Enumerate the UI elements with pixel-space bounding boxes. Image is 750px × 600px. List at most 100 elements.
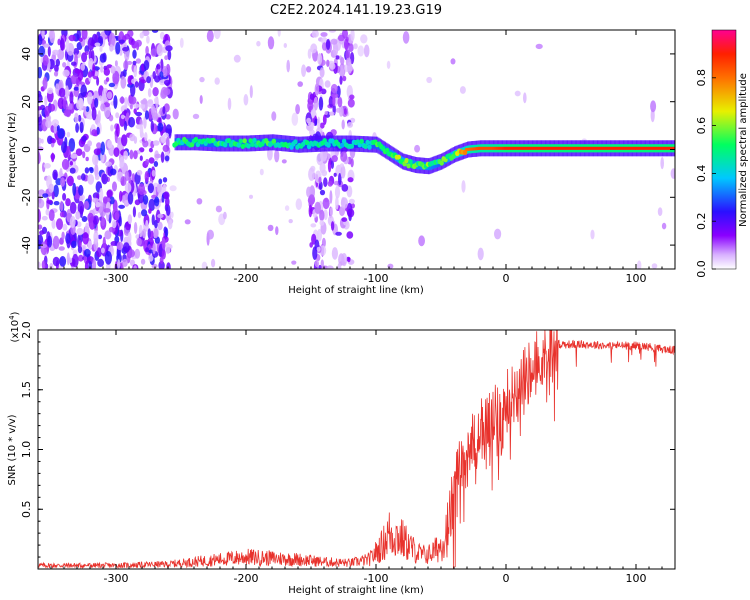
noise-blob [165, 242, 171, 255]
ridge-point [236, 142, 241, 148]
noise-blob [75, 148, 83, 156]
noise-blob [100, 141, 106, 156]
noise-blob [96, 76, 100, 86]
noise-blob [154, 97, 158, 104]
noise-blob [319, 67, 325, 78]
noise-blob [78, 254, 84, 262]
noise-blob [167, 49, 172, 61]
noise-blob [132, 206, 136, 218]
noise-blob [66, 252, 70, 266]
noise-blob [122, 242, 130, 253]
ridge-band [248, 139, 251, 148]
x-tick-label: 100 [626, 272, 647, 285]
noise-blob [349, 94, 355, 100]
noise-blob [179, 37, 184, 49]
noise-blob [330, 221, 335, 231]
snr-frame [37, 329, 676, 570]
noise-blob [135, 124, 143, 130]
noise-blob [535, 43, 543, 50]
noise-blob [40, 243, 47, 249]
noise-blob [249, 85, 253, 99]
noise-blob [41, 30, 45, 39]
noise-blob [342, 75, 347, 82]
noise-blob [153, 161, 159, 167]
noise-blob [41, 260, 46, 269]
noise-blob [87, 91, 93, 105]
snr-scale-label: (x104) [8, 311, 21, 342]
noise-blob [130, 96, 137, 105]
noise-blob [84, 45, 90, 54]
noise-blob [81, 30, 88, 40]
noise-blob [57, 38, 61, 46]
noise-blob [330, 83, 338, 94]
noise-blob [40, 241, 48, 256]
noise-blob [306, 117, 311, 124]
noise-blob [97, 234, 103, 240]
noise-blob [87, 174, 95, 185]
noise-blob [461, 180, 466, 193]
ridge-band [407, 158, 410, 167]
noise-blob [144, 132, 148, 142]
noise-blob [100, 65, 104, 73]
snr-xlabel: Height of straight line (km) [288, 585, 424, 596]
noise-blob [91, 106, 97, 121]
noise-blob [52, 169, 58, 181]
noise-blob [170, 211, 174, 218]
ridge-point [349, 143, 355, 149]
noise-blob [52, 235, 60, 250]
noise-blob [328, 30, 337, 33]
noise-blob [325, 39, 331, 50]
noise-blob [61, 231, 65, 240]
noise-blob [308, 194, 316, 205]
noise-blob [136, 237, 142, 247]
noise-blob [105, 77, 110, 82]
noise-blob [152, 140, 160, 146]
noise-blob [337, 97, 343, 108]
noise-blob [44, 95, 48, 107]
ridge-point [359, 138, 364, 144]
noise-blob [95, 201, 101, 208]
noise-blob [335, 196, 339, 210]
noise-blob [106, 64, 113, 69]
noise-blob [163, 191, 170, 200]
noise-blob [295, 198, 302, 210]
ridge-point [363, 143, 368, 149]
x-tick-label: -300 [104, 572, 129, 585]
noise-blob [267, 36, 275, 50]
x-tick-label: -300 [104, 272, 129, 285]
noise-blob [96, 247, 102, 258]
noise-blob [327, 159, 332, 173]
noise-blob [51, 152, 55, 163]
noise-blob [213, 30, 221, 40]
colorbar: 0.0 0.2 0.4 0.6 0.8 Normalized spectral ampl… [695, 29, 749, 278]
noise-blob [145, 158, 150, 166]
noise-blob [477, 247, 484, 261]
noise-blob [386, 60, 391, 69]
ridge-point [340, 142, 345, 148]
y-tick-label: 1.5 [20, 381, 33, 399]
noise-blob [341, 184, 349, 192]
noise-blob [158, 178, 163, 185]
noise-blob [60, 38, 65, 51]
noise-blob [69, 91, 74, 105]
noise-blob [199, 76, 205, 83]
noise-blob [75, 122, 79, 133]
noise-blob [133, 221, 138, 234]
noise-blob [77, 114, 82, 122]
noise-blob [335, 231, 342, 236]
noise-blob [42, 54, 49, 66]
noise-blob [138, 224, 143, 238]
noise-blob [46, 199, 53, 204]
noise-blob [85, 106, 90, 113]
ridge-point [404, 157, 409, 164]
noise-blob [331, 247, 338, 260]
noise-blob [98, 95, 103, 101]
noise-blob [91, 129, 98, 137]
noise-blob [104, 230, 112, 240]
noise-blob [52, 256, 60, 267]
noise-blob [345, 49, 351, 60]
noise-blob [318, 176, 322, 184]
noise-blob [69, 161, 73, 166]
noise-blob [106, 91, 113, 100]
